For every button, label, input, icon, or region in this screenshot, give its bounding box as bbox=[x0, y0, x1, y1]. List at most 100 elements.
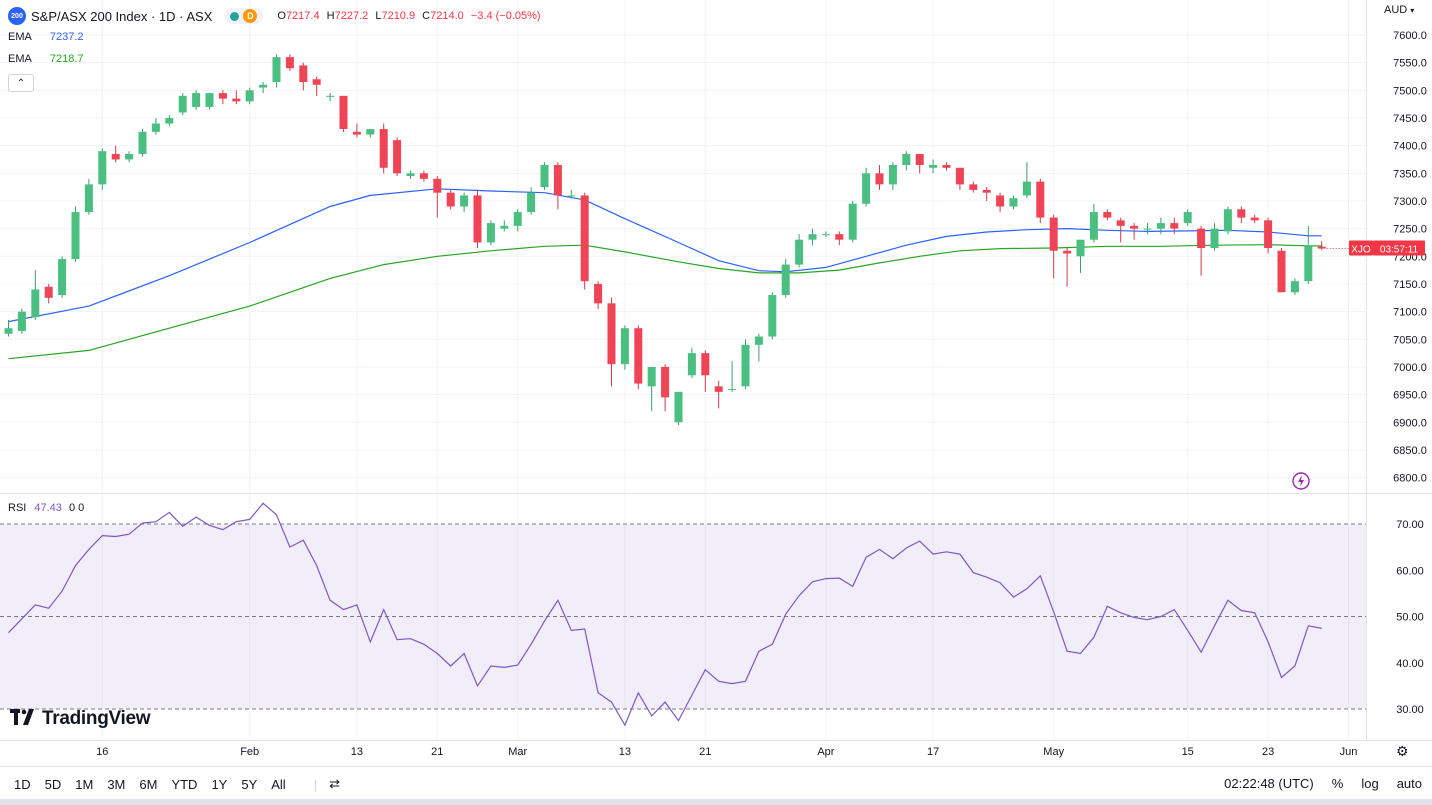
timeframe-1d[interactable]: 1D bbox=[14, 776, 31, 792]
timeframe-3m[interactable]: 3M bbox=[107, 776, 126, 792]
candle-body bbox=[942, 165, 951, 168]
price-tag-symbol: XJO bbox=[1351, 245, 1371, 256]
price-tick-label: 7150.0 bbox=[1393, 279, 1427, 291]
rsi-extra-1: 0 bbox=[68, 502, 76, 514]
candle bbox=[31, 270, 40, 320]
ema-slow-legend[interactable]: EMA 7218.7 bbox=[8, 53, 84, 65]
symbol-logo-icon: 200 bbox=[8, 7, 26, 25]
candle-body bbox=[84, 184, 93, 213]
change-value: −3.4 (−0.05%) bbox=[470, 10, 541, 22]
candle-body bbox=[1317, 246, 1326, 249]
chart-settings-icon[interactable]: ⚙ bbox=[1396, 743, 1409, 759]
percent-toggle[interactable]: % bbox=[1331, 776, 1344, 791]
candle-body bbox=[781, 264, 790, 296]
candle bbox=[1089, 203, 1098, 243]
candle bbox=[17, 308, 26, 334]
timeframe-5d[interactable]: 5D bbox=[44, 776, 62, 792]
compare-calendar-icon[interactable]: ⇄ bbox=[329, 776, 340, 791]
close-label: C bbox=[422, 10, 431, 22]
candle bbox=[352, 123, 361, 138]
candle bbox=[540, 162, 549, 190]
candle bbox=[620, 325, 629, 370]
candle bbox=[419, 170, 428, 182]
timeframe-5y[interactable]: 5Y bbox=[241, 776, 258, 792]
candle bbox=[1036, 178, 1045, 224]
candle bbox=[58, 256, 67, 298]
candle bbox=[486, 220, 495, 246]
currency-selector[interactable]: AUD ▾ bbox=[1384, 4, 1414, 16]
candle-body bbox=[969, 184, 978, 190]
candle-body bbox=[795, 239, 804, 265]
candle-body bbox=[138, 131, 147, 154]
chart-canvas[interactable]: 6800.0 6850.0 6900.0 6950.0 7000.0 7050.0 7100… bbox=[0, 0, 1432, 766]
rsi-value: 47.43 bbox=[34, 502, 62, 514]
market-status-pill[interactable]: D bbox=[224, 8, 264, 24]
candle-body bbox=[379, 129, 388, 168]
rsi-tick-label: 60.00 bbox=[1396, 565, 1424, 577]
candle-body bbox=[1076, 239, 1085, 257]
candle-body bbox=[299, 65, 308, 83]
candle-body bbox=[1009, 198, 1018, 207]
candle bbox=[1170, 217, 1179, 235]
price-tick-label: 6800.0 bbox=[1393, 473, 1427, 485]
candle-body bbox=[714, 386, 723, 392]
timeframe-all[interactable]: All bbox=[271, 776, 286, 792]
utc-clock[interactable]: 02:22:48 (UTC) bbox=[1224, 776, 1314, 791]
candle bbox=[339, 95, 348, 132]
candle bbox=[1116, 217, 1125, 243]
rsi-line bbox=[8, 502, 1322, 727]
candle-body bbox=[620, 328, 629, 365]
candle-body bbox=[31, 289, 40, 318]
candle-body bbox=[862, 173, 871, 204]
candle-body bbox=[460, 195, 469, 207]
price-tick-label: 7500.0 bbox=[1393, 85, 1427, 97]
candle bbox=[848, 200, 857, 243]
candle-body bbox=[178, 95, 187, 113]
price-tick-label: 6900.0 bbox=[1393, 417, 1427, 429]
lightning-icon-bolt bbox=[1298, 475, 1304, 487]
candle bbox=[875, 165, 884, 190]
candle-body bbox=[929, 165, 938, 168]
candle bbox=[1223, 206, 1232, 235]
candle-body bbox=[339, 95, 348, 130]
timeframe-ytd[interactable]: YTD bbox=[171, 776, 198, 792]
candle bbox=[1022, 162, 1031, 199]
ema-slow-value: 7218.7 bbox=[49, 53, 84, 65]
price-tick-label: 7550.0 bbox=[1393, 58, 1427, 70]
candle-body bbox=[1116, 220, 1125, 226]
candle bbox=[1063, 248, 1072, 287]
auto-toggle[interactable]: auto bbox=[1396, 776, 1422, 791]
collapse-legend-button[interactable]: ⌃ bbox=[8, 74, 34, 92]
candle bbox=[1304, 225, 1313, 284]
candle-body bbox=[875, 173, 884, 185]
candle-body bbox=[285, 57, 294, 69]
candle-body bbox=[192, 93, 201, 107]
candle-body bbox=[218, 93, 227, 99]
candle bbox=[379, 123, 388, 174]
candle bbox=[1103, 209, 1112, 221]
candle-body bbox=[741, 344, 750, 387]
candle-body bbox=[500, 225, 509, 229]
symbol-title[interactable]: S&P/ASX 200 Index · 1D · ASX bbox=[31, 8, 213, 24]
time-tick-label: 13 bbox=[619, 746, 631, 758]
time-tick-label: 17 bbox=[927, 746, 939, 758]
candle bbox=[647, 366, 656, 412]
candle bbox=[299, 62, 308, 91]
rsi-legend[interactable]: RSI 47.43 0 0 bbox=[8, 502, 84, 514]
log-toggle[interactable]: log bbox=[1361, 776, 1379, 791]
candle-body bbox=[661, 366, 670, 398]
candle bbox=[888, 162, 897, 190]
timeframe-1m[interactable]: 1M bbox=[75, 776, 94, 792]
ema-fast-legend[interactable]: EMA 7237.2 bbox=[8, 31, 84, 43]
candle-body bbox=[634, 328, 643, 384]
time-tick-label: May bbox=[1043, 746, 1064, 758]
timeframe-1y[interactable]: 1Y bbox=[211, 776, 228, 792]
tradingview-logo[interactable]: TradingView bbox=[10, 708, 151, 730]
candle bbox=[312, 76, 321, 96]
toolbar-right: 02:22:48 (UTC) % log auto bbox=[1224, 776, 1422, 791]
candle-body bbox=[486, 223, 495, 243]
timeframe-6m[interactable]: 6M bbox=[139, 776, 158, 792]
candle bbox=[728, 361, 737, 392]
candle-body bbox=[835, 234, 844, 240]
candle-body bbox=[647, 366, 656, 387]
